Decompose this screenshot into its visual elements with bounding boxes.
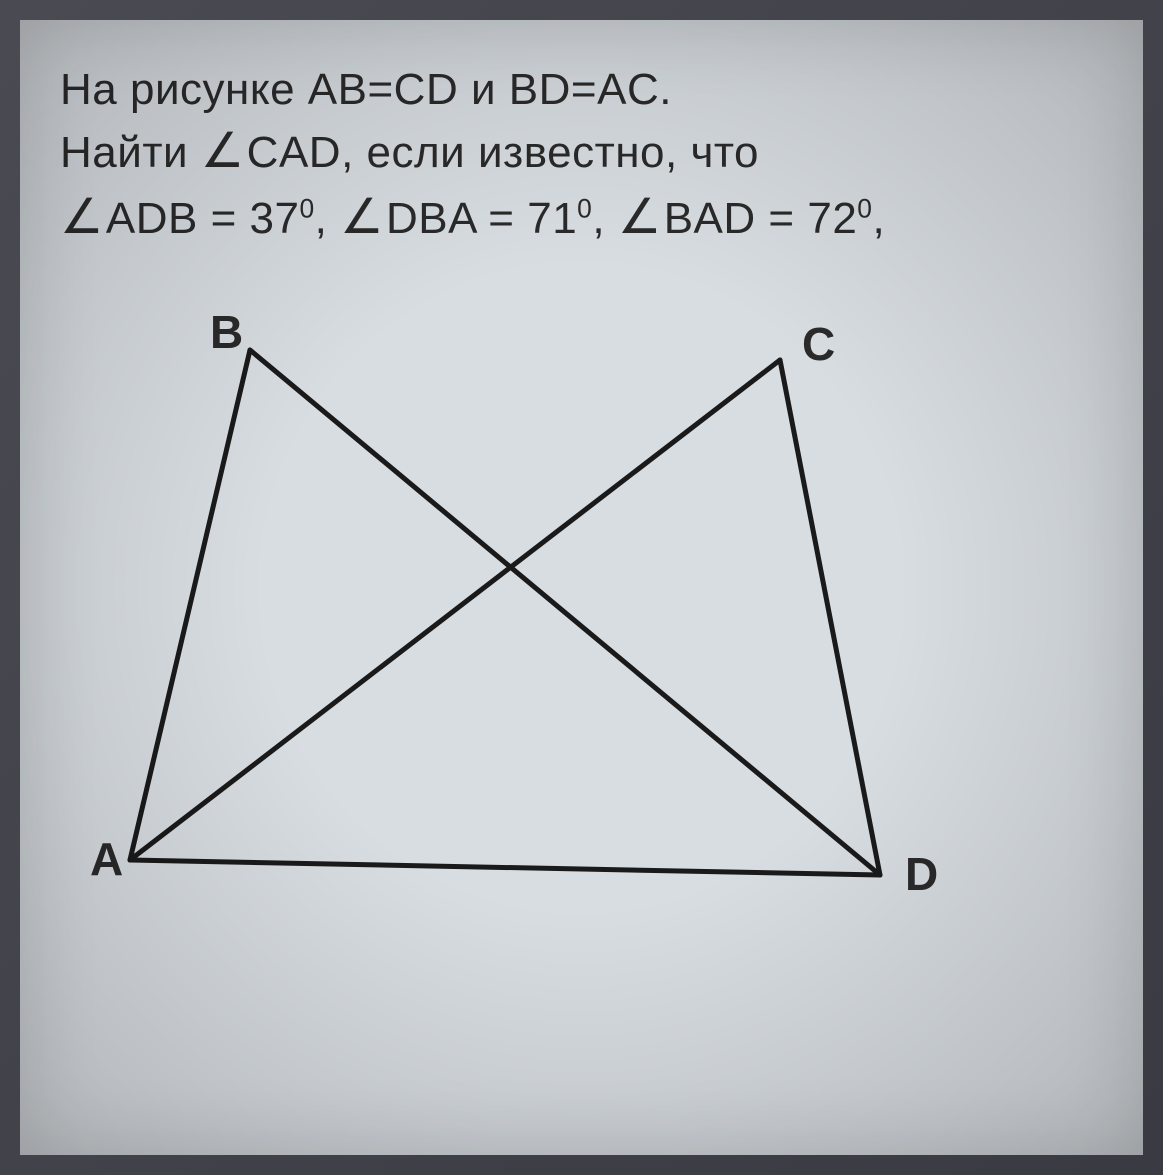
separator: ,	[315, 194, 340, 243]
separator: ,	[592, 194, 617, 243]
vertex-label-c: C	[802, 318, 835, 370]
angle-value: 37	[250, 194, 300, 243]
angle-name: BAD	[664, 194, 756, 243]
diagram-edge	[130, 860, 880, 875]
trailing-comma: ,	[872, 194, 885, 243]
text-segment: Найти	[60, 128, 201, 177]
degree-symbol: 0	[299, 193, 314, 223]
angle-value: 71	[527, 194, 577, 243]
equals: =	[756, 194, 808, 243]
diagram-svg: A B C D	[60, 300, 960, 950]
angle-icon: ∠	[60, 185, 104, 250]
equals: =	[476, 194, 528, 243]
vertex-label-d: D	[905, 848, 938, 900]
angle-name: CAD	[247, 128, 341, 177]
paper-background: На рисунке AB=CD и BD=AC. Найти ∠CAD, ес…	[20, 20, 1143, 1155]
angle-value: 72	[807, 194, 857, 243]
text-segment: .	[659, 65, 672, 114]
text-segment: и	[458, 65, 509, 114]
degree-symbol: 0	[857, 193, 872, 223]
angle-name: ADB	[106, 194, 198, 243]
angle-icon: ∠	[340, 185, 384, 250]
problem-statement: На рисунке AB=CD и BD=AC. Найти ∠CAD, ес…	[60, 60, 1123, 250]
angle-icon: ∠	[201, 119, 245, 184]
vertex-label-b: B	[210, 306, 243, 358]
equals: =	[198, 194, 250, 243]
angle-name: DBA	[386, 194, 476, 243]
eq-left: BD	[509, 65, 571, 114]
eq-left: AB	[308, 65, 368, 114]
diagram-edge	[780, 360, 880, 875]
diagram-edge	[250, 350, 880, 875]
angle-icon: ∠	[618, 185, 662, 250]
geometry-diagram: A B C D	[60, 300, 960, 950]
text-segment: На рисунке	[60, 65, 308, 114]
degree-symbol: 0	[577, 193, 592, 223]
vertex-label-a: A	[90, 833, 123, 885]
eq-right: CD	[394, 65, 459, 114]
text-segment: , если известно, что	[341, 128, 759, 177]
eq-right: AC	[597, 65, 659, 114]
